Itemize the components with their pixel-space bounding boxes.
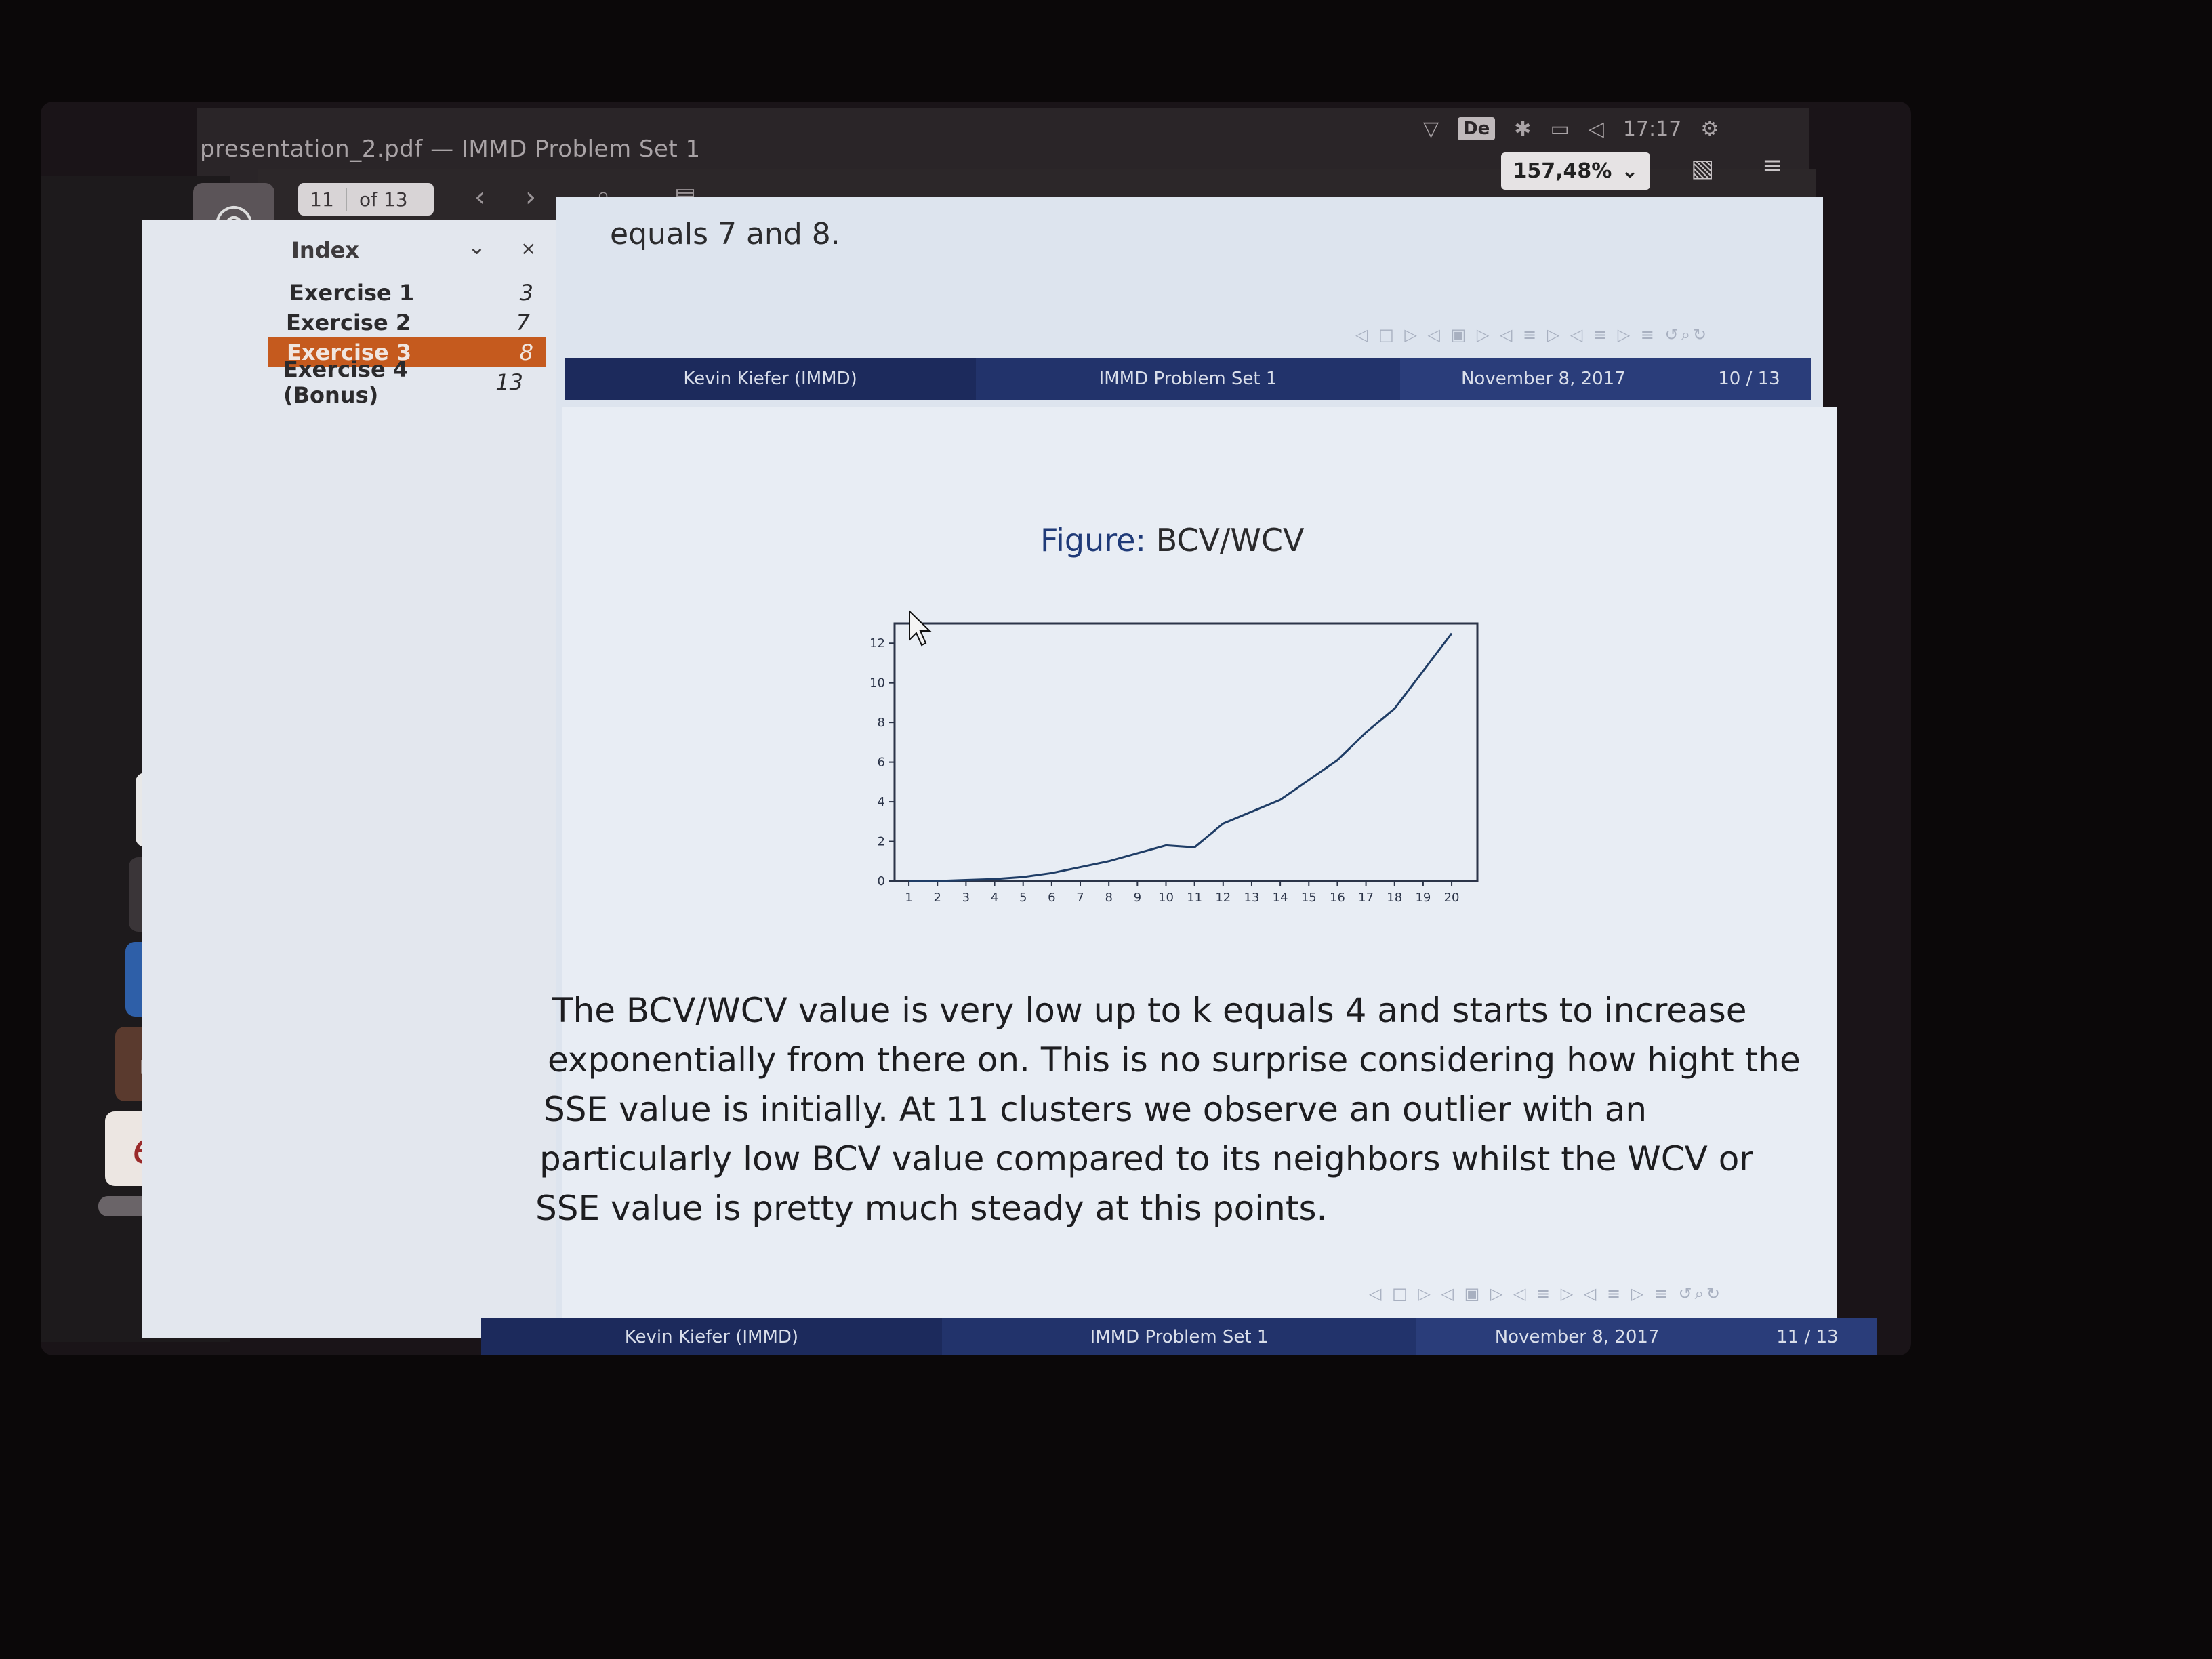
- figure-caption-label: Figure:: [1040, 522, 1146, 558]
- y-tick-label: 2: [878, 835, 885, 849]
- previous-slide-text: equals 7 and 8.: [610, 217, 840, 251]
- battery-icon[interactable]: ▭: [1550, 117, 1570, 141]
- footer-page: 11 / 13: [1737, 1318, 1877, 1355]
- close-icon[interactable]: ×: [520, 237, 537, 260]
- wifi-icon[interactable]: ▽: [1423, 117, 1439, 141]
- body-line-1: The BCV/WCV value is very low up to k eq…: [552, 991, 1747, 1030]
- y-tick-label: 8: [878, 716, 885, 730]
- sidebar-item-label: Exercise 1: [289, 280, 415, 306]
- x-tick-label: 13: [1244, 890, 1260, 905]
- x-tick-label: 19: [1415, 890, 1431, 905]
- current-slide: [562, 407, 1837, 1318]
- x-tick-label: 8: [1105, 890, 1112, 905]
- mouse-cursor-icon: [909, 610, 932, 647]
- x-tick-label: 18: [1387, 890, 1402, 905]
- figure-caption-value: BCV/WCV: [1155, 522, 1305, 558]
- page-selector[interactable]: 11 of 13: [298, 183, 434, 216]
- chevron-down-icon: ⌄: [1621, 159, 1639, 183]
- gear-icon[interactable]: ⚙: [1700, 117, 1719, 141]
- keyboard-layout-indicator[interactable]: De: [1458, 117, 1496, 140]
- clock[interactable]: 17:17: [1622, 117, 1682, 141]
- index-sidebar: [142, 220, 576, 1338]
- zoom-select[interactable]: 157,48% ⌄: [1501, 152, 1650, 190]
- figure-caption: Figure: BCV/WCV: [1040, 522, 1304, 558]
- beamer-nav-symbols[interactable]: ◁ □ ▷ ◁ ▣ ▷ ◁ ≡ ▷ ◁ ≡ ▷ ≡ ↺⌕↻: [1355, 325, 1710, 344]
- x-tick-label: 10: [1158, 890, 1174, 905]
- y-tick-label: 6: [878, 756, 885, 770]
- y-tick-label: 12: [869, 636, 885, 651]
- footer-page: 10 / 13: [1686, 358, 1811, 400]
- x-tick-label: 16: [1330, 890, 1345, 905]
- sidebar-item-label: Exercise 3: [287, 340, 412, 365]
- x-tick-label: 15: [1301, 890, 1317, 905]
- footer-date: November 8, 2017: [1416, 1318, 1738, 1355]
- footer-title: IMMD Problem Set 1: [976, 358, 1400, 400]
- x-tick-label: 9: [1134, 890, 1141, 905]
- system-tray: ▽ De ✱ ▭ ◁ 17:17 ⚙: [1423, 108, 1719, 149]
- sidebar-item-label: Exercise 2: [286, 310, 411, 335]
- window-title: presentation_2.pdf — IMMD Problem Set 1: [200, 136, 701, 163]
- volume-icon[interactable]: ◁: [1588, 117, 1604, 141]
- sidebar-title[interactable]: Index: [291, 237, 359, 263]
- slide-footer-current: Kevin Kiefer (IMMD) IMMD Problem Set 1 N…: [481, 1318, 1877, 1355]
- footer-author: Kevin Kiefer (IMMD): [565, 358, 977, 400]
- chart-frame: [893, 622, 1479, 882]
- x-tick-label: 20: [1444, 890, 1460, 905]
- sidebar-item-exercise-4[interactable]: Exercise 4 (Bonus) 13: [258, 356, 535, 408]
- series-line: [909, 632, 1453, 882]
- chevron-down-icon[interactable]: ⌄: [468, 234, 486, 260]
- x-tick-label: 14: [1273, 890, 1288, 905]
- x-tick-label: 2: [934, 890, 941, 905]
- x-tick-label: 12: [1215, 890, 1231, 905]
- slide-footer-previous: Kevin Kiefer (IMMD) IMMD Problem Set 1 N…: [565, 358, 1811, 400]
- body-line-5: SSE value is pretty much steady at this …: [535, 1189, 1328, 1228]
- body-line-2: exponentially from there on. This is no …: [548, 1040, 1801, 1080]
- bluetooth-icon[interactable]: ✱: [1514, 117, 1532, 141]
- current-page-input[interactable]: 11: [298, 188, 347, 211]
- page-total-label: of 13: [359, 188, 408, 211]
- body-line-4: particularly low BCV value compared to i…: [539, 1139, 1753, 1179]
- beamer-nav-symbols[interactable]: ◁ □ ▷ ◁ ▣ ▷ ◁ ≡ ▷ ◁ ≡ ▷ ≡ ↺⌕↻: [1369, 1284, 1723, 1303]
- next-page-icon[interactable]: ›: [525, 182, 536, 213]
- x-tick-label: 1: [905, 890, 912, 905]
- footer-title: IMMD Problem Set 1: [941, 1318, 1417, 1355]
- footer-author: Kevin Kiefer (IMMD): [481, 1318, 942, 1355]
- y-tick-label: 10: [869, 676, 885, 691]
- menu-icon[interactable]: ≡: [1762, 152, 1783, 180]
- slide-body-text: The BCV/WCV value is very low up to k eq…: [535, 986, 1823, 1233]
- x-tick-label: 4: [991, 890, 998, 905]
- previous-page-icon[interactable]: ‹: [474, 182, 485, 213]
- sidebar-item-page: 7: [516, 310, 530, 335]
- x-tick-label: 6: [1048, 890, 1055, 905]
- x-tick-label: 5: [1019, 890, 1027, 905]
- x-tick-label: 7: [1076, 890, 1084, 905]
- sidebar-item-exercise-2[interactable]: Exercise 2 7: [264, 308, 542, 337]
- x-tick-label: 3: [962, 890, 970, 905]
- y-tick-label: 4: [878, 795, 885, 809]
- x-tick-label: 17: [1358, 890, 1374, 905]
- sidebar-item-exercise-1[interactable]: Exercise 1 3: [268, 278, 546, 308]
- x-tick-label: 11: [1187, 890, 1202, 905]
- sidebar-item-page: 8: [519, 340, 533, 365]
- sidebar-item-page: 3: [519, 280, 533, 306]
- body-line-3: SSE value is initially. At 11 clusters w…: [544, 1090, 1647, 1129]
- zoom-value: 157,48%: [1513, 159, 1612, 183]
- bookmark-icon[interactable]: ▧: [1691, 155, 1715, 182]
- sidebar-item-exercise-3[interactable]: Exercise 3 8: [268, 337, 546, 367]
- sidebar-item-page: 13: [495, 369, 523, 395]
- sidebar-item-label: Exercise 4 (Bonus): [283, 356, 409, 408]
- y-tick-label: 0: [878, 874, 885, 888]
- footer-date: November 8, 2017: [1399, 358, 1687, 400]
